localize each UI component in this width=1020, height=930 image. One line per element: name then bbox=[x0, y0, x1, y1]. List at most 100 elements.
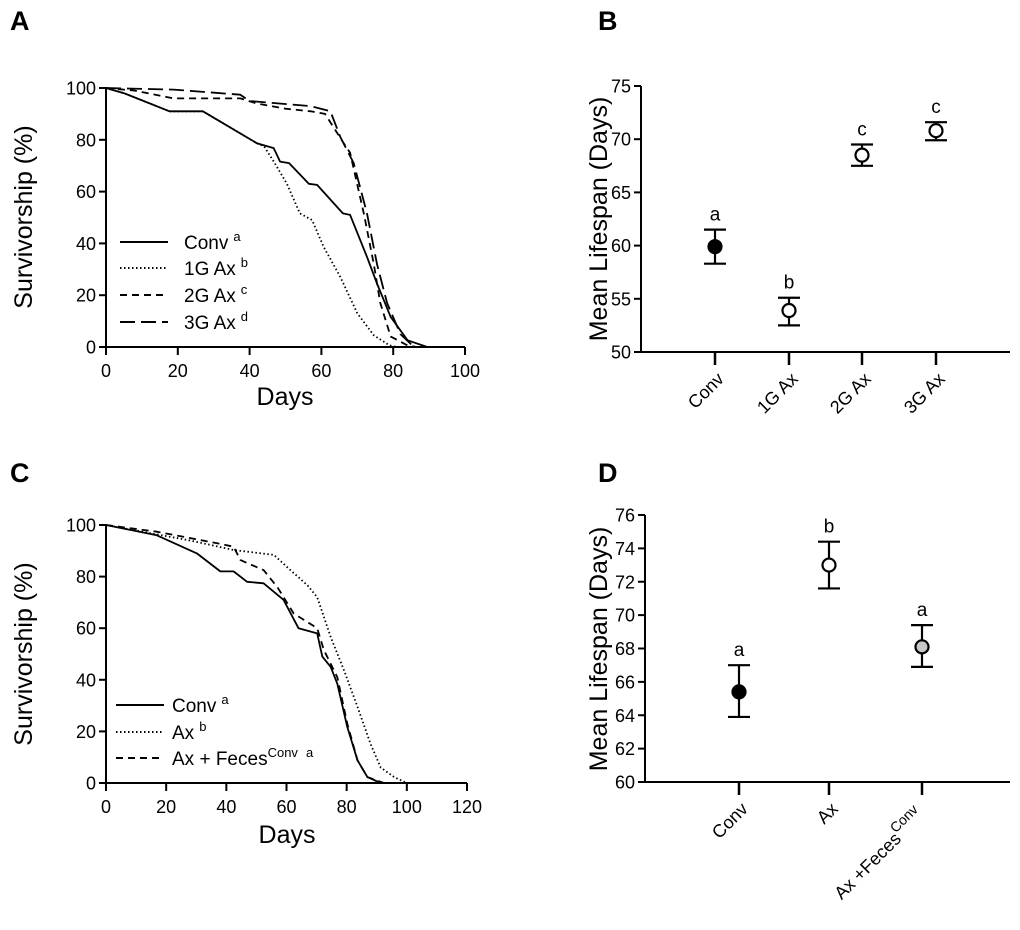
legend-series-name: 1G Ax bbox=[184, 259, 236, 280]
legend-significance: a bbox=[221, 692, 229, 707]
y-tick-label: 70 bbox=[615, 606, 635, 626]
y-tick-label: 80 bbox=[76, 567, 96, 587]
x-tick-label: 0 bbox=[101, 797, 111, 817]
x-tick-label: 40 bbox=[240, 361, 260, 381]
x-tick-label: 80 bbox=[337, 797, 357, 817]
legend-superscript: Conv bbox=[268, 745, 299, 760]
legend-label: Conv a bbox=[172, 692, 229, 717]
legend-label: 1G Ax b bbox=[184, 255, 248, 280]
y-tick-label: 0 bbox=[86, 774, 96, 794]
legend-label: Ax + FecesConv a bbox=[172, 745, 314, 770]
category-label: 2G Ax bbox=[826, 369, 875, 418]
panel-label: B bbox=[598, 6, 618, 36]
x-tick-label: 20 bbox=[168, 361, 188, 381]
y-tick-label: 40 bbox=[76, 234, 96, 254]
series-line-2g-ax bbox=[105, 87, 418, 348]
y-axis-title: Survivorship (%) bbox=[10, 125, 38, 308]
category-name: Ax bbox=[813, 799, 842, 828]
legend-significance: d bbox=[241, 309, 248, 324]
data-point bbox=[914, 639, 930, 655]
x-tick-label: 60 bbox=[311, 361, 331, 381]
legend-series-name: Ax bbox=[172, 723, 195, 744]
y-tick-label: 72 bbox=[615, 572, 635, 592]
x-tick-label: 20 bbox=[156, 797, 176, 817]
y-tick-label: 60 bbox=[76, 182, 96, 202]
y-tick-label: 80 bbox=[76, 130, 96, 150]
significance-letter: a bbox=[734, 640, 745, 661]
y-axis-title: Mean Lifespan (Days) bbox=[585, 527, 613, 772]
x-axis-title: Days bbox=[257, 383, 314, 411]
x-tick-label: 40 bbox=[216, 797, 236, 817]
data-point bbox=[854, 147, 870, 163]
category-name: 2G Ax bbox=[826, 369, 875, 418]
series-line-conv bbox=[105, 87, 428, 348]
x-axis-title: Days bbox=[259, 821, 316, 849]
category-label: Conv bbox=[684, 369, 728, 413]
significance-letter: a bbox=[710, 205, 721, 226]
panel-label: A bbox=[10, 6, 30, 36]
x-tick-label: 60 bbox=[276, 797, 296, 817]
y-tick-label: 65 bbox=[611, 183, 631, 203]
category-label: Ax bbox=[813, 799, 842, 828]
y-tick-label: 0 bbox=[86, 338, 96, 358]
y-tick-label: 20 bbox=[76, 722, 96, 742]
y-tick-label: 100 bbox=[66, 79, 96, 99]
series-line-conv bbox=[105, 524, 382, 784]
y-axis-title: Survivorship (%) bbox=[10, 562, 38, 745]
series-line-ax-feces bbox=[105, 524, 385, 784]
y-axis-title: Mean Lifespan (Days) bbox=[585, 97, 613, 342]
legend-significance: b bbox=[199, 719, 206, 734]
category-name: 3G Ax bbox=[900, 369, 949, 418]
panel-label: D bbox=[598, 458, 618, 488]
x-tick-label: 100 bbox=[392, 797, 422, 817]
x-tick-label: 120 bbox=[452, 797, 482, 817]
y-tick-label: 60 bbox=[615, 773, 635, 793]
x-tick-label: 100 bbox=[450, 361, 480, 381]
legend-label: Ax b bbox=[172, 719, 206, 744]
y-tick-label: 68 bbox=[615, 639, 635, 659]
y-tick-label: 60 bbox=[611, 236, 631, 256]
category-superscript: Conv bbox=[887, 801, 921, 835]
significance-letter: b bbox=[784, 273, 795, 294]
y-tick-label: 70 bbox=[611, 130, 631, 150]
data-point bbox=[707, 239, 723, 255]
y-tick-label: 100 bbox=[66, 516, 96, 536]
data-point bbox=[781, 302, 797, 319]
category-label: 3G Ax bbox=[900, 369, 949, 418]
y-tick-label: 40 bbox=[76, 670, 96, 690]
legend-series-name: Conv bbox=[184, 233, 229, 254]
significance-letter: a bbox=[917, 600, 928, 621]
legend-label: 3G Ax d bbox=[184, 309, 248, 334]
data-point bbox=[821, 557, 837, 573]
series-line-3g-ax bbox=[105, 87, 415, 348]
legend-significance: b bbox=[241, 255, 248, 270]
legend-series-name: Ax + Feces bbox=[172, 749, 268, 770]
significance-letter: c bbox=[857, 120, 867, 141]
panel-label: C bbox=[10, 458, 30, 488]
category-name: Ax +Feces bbox=[830, 829, 905, 904]
legend-series-name: 2G Ax bbox=[184, 286, 236, 307]
y-tick-label: 74 bbox=[615, 539, 635, 559]
y-tick-label: 50 bbox=[611, 343, 631, 363]
y-tick-label: 55 bbox=[611, 289, 631, 309]
legend-series-name: Conv bbox=[172, 696, 217, 717]
category-name: Conv bbox=[708, 799, 752, 843]
series-line-1g-ax bbox=[105, 87, 397, 348]
legend-significance: a bbox=[233, 229, 241, 244]
significance-letter: b bbox=[824, 517, 835, 538]
x-tick-label: 80 bbox=[383, 361, 403, 381]
category-label: 1G Ax bbox=[753, 369, 802, 418]
y-tick-label: 76 bbox=[615, 506, 635, 526]
y-tick-label: 60 bbox=[76, 619, 96, 639]
data-point bbox=[731, 684, 747, 700]
y-tick-label: 75 bbox=[611, 77, 631, 97]
y-tick-label: 20 bbox=[76, 286, 96, 306]
legend-label: 2G Ax c bbox=[184, 282, 248, 307]
category-name: Conv bbox=[684, 369, 728, 413]
data-point bbox=[928, 123, 944, 139]
x-tick-label: 0 bbox=[101, 361, 111, 381]
panel-a: A 0 20 40 60 80 100 Survivorship (%) 0 20 40 60 80 10… bbox=[10, 6, 480, 411]
significance-letter: c bbox=[931, 97, 941, 118]
